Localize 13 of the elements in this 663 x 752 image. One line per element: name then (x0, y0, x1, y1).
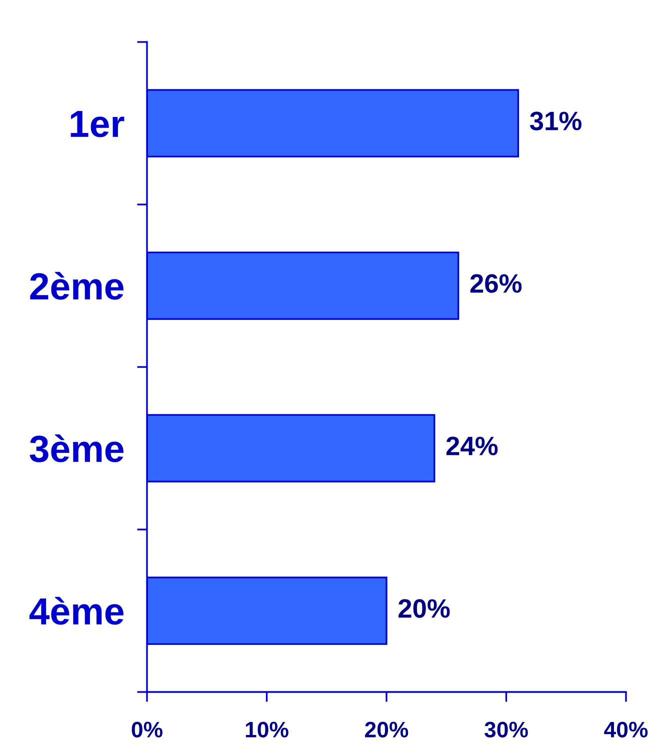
data-label: 31% (530, 112, 582, 130)
x-tick-label: 20% (365, 722, 408, 738)
x-tick-label: 40% (604, 722, 648, 738)
data-label: 26% (470, 274, 522, 293)
y-tick-label: 4ème (29, 596, 124, 625)
y-tick-label: 2ème (30, 272, 124, 300)
x-tick-label: 0% (132, 722, 162, 738)
y-tick-label: 3ème (30, 434, 124, 462)
x-tick-label: 10% (246, 722, 288, 738)
data-label: 24% (446, 436, 498, 456)
data-label: 20% (398, 599, 450, 618)
y-tick-label: 1er (70, 111, 124, 138)
x-tick-label: 30% (484, 722, 528, 738)
